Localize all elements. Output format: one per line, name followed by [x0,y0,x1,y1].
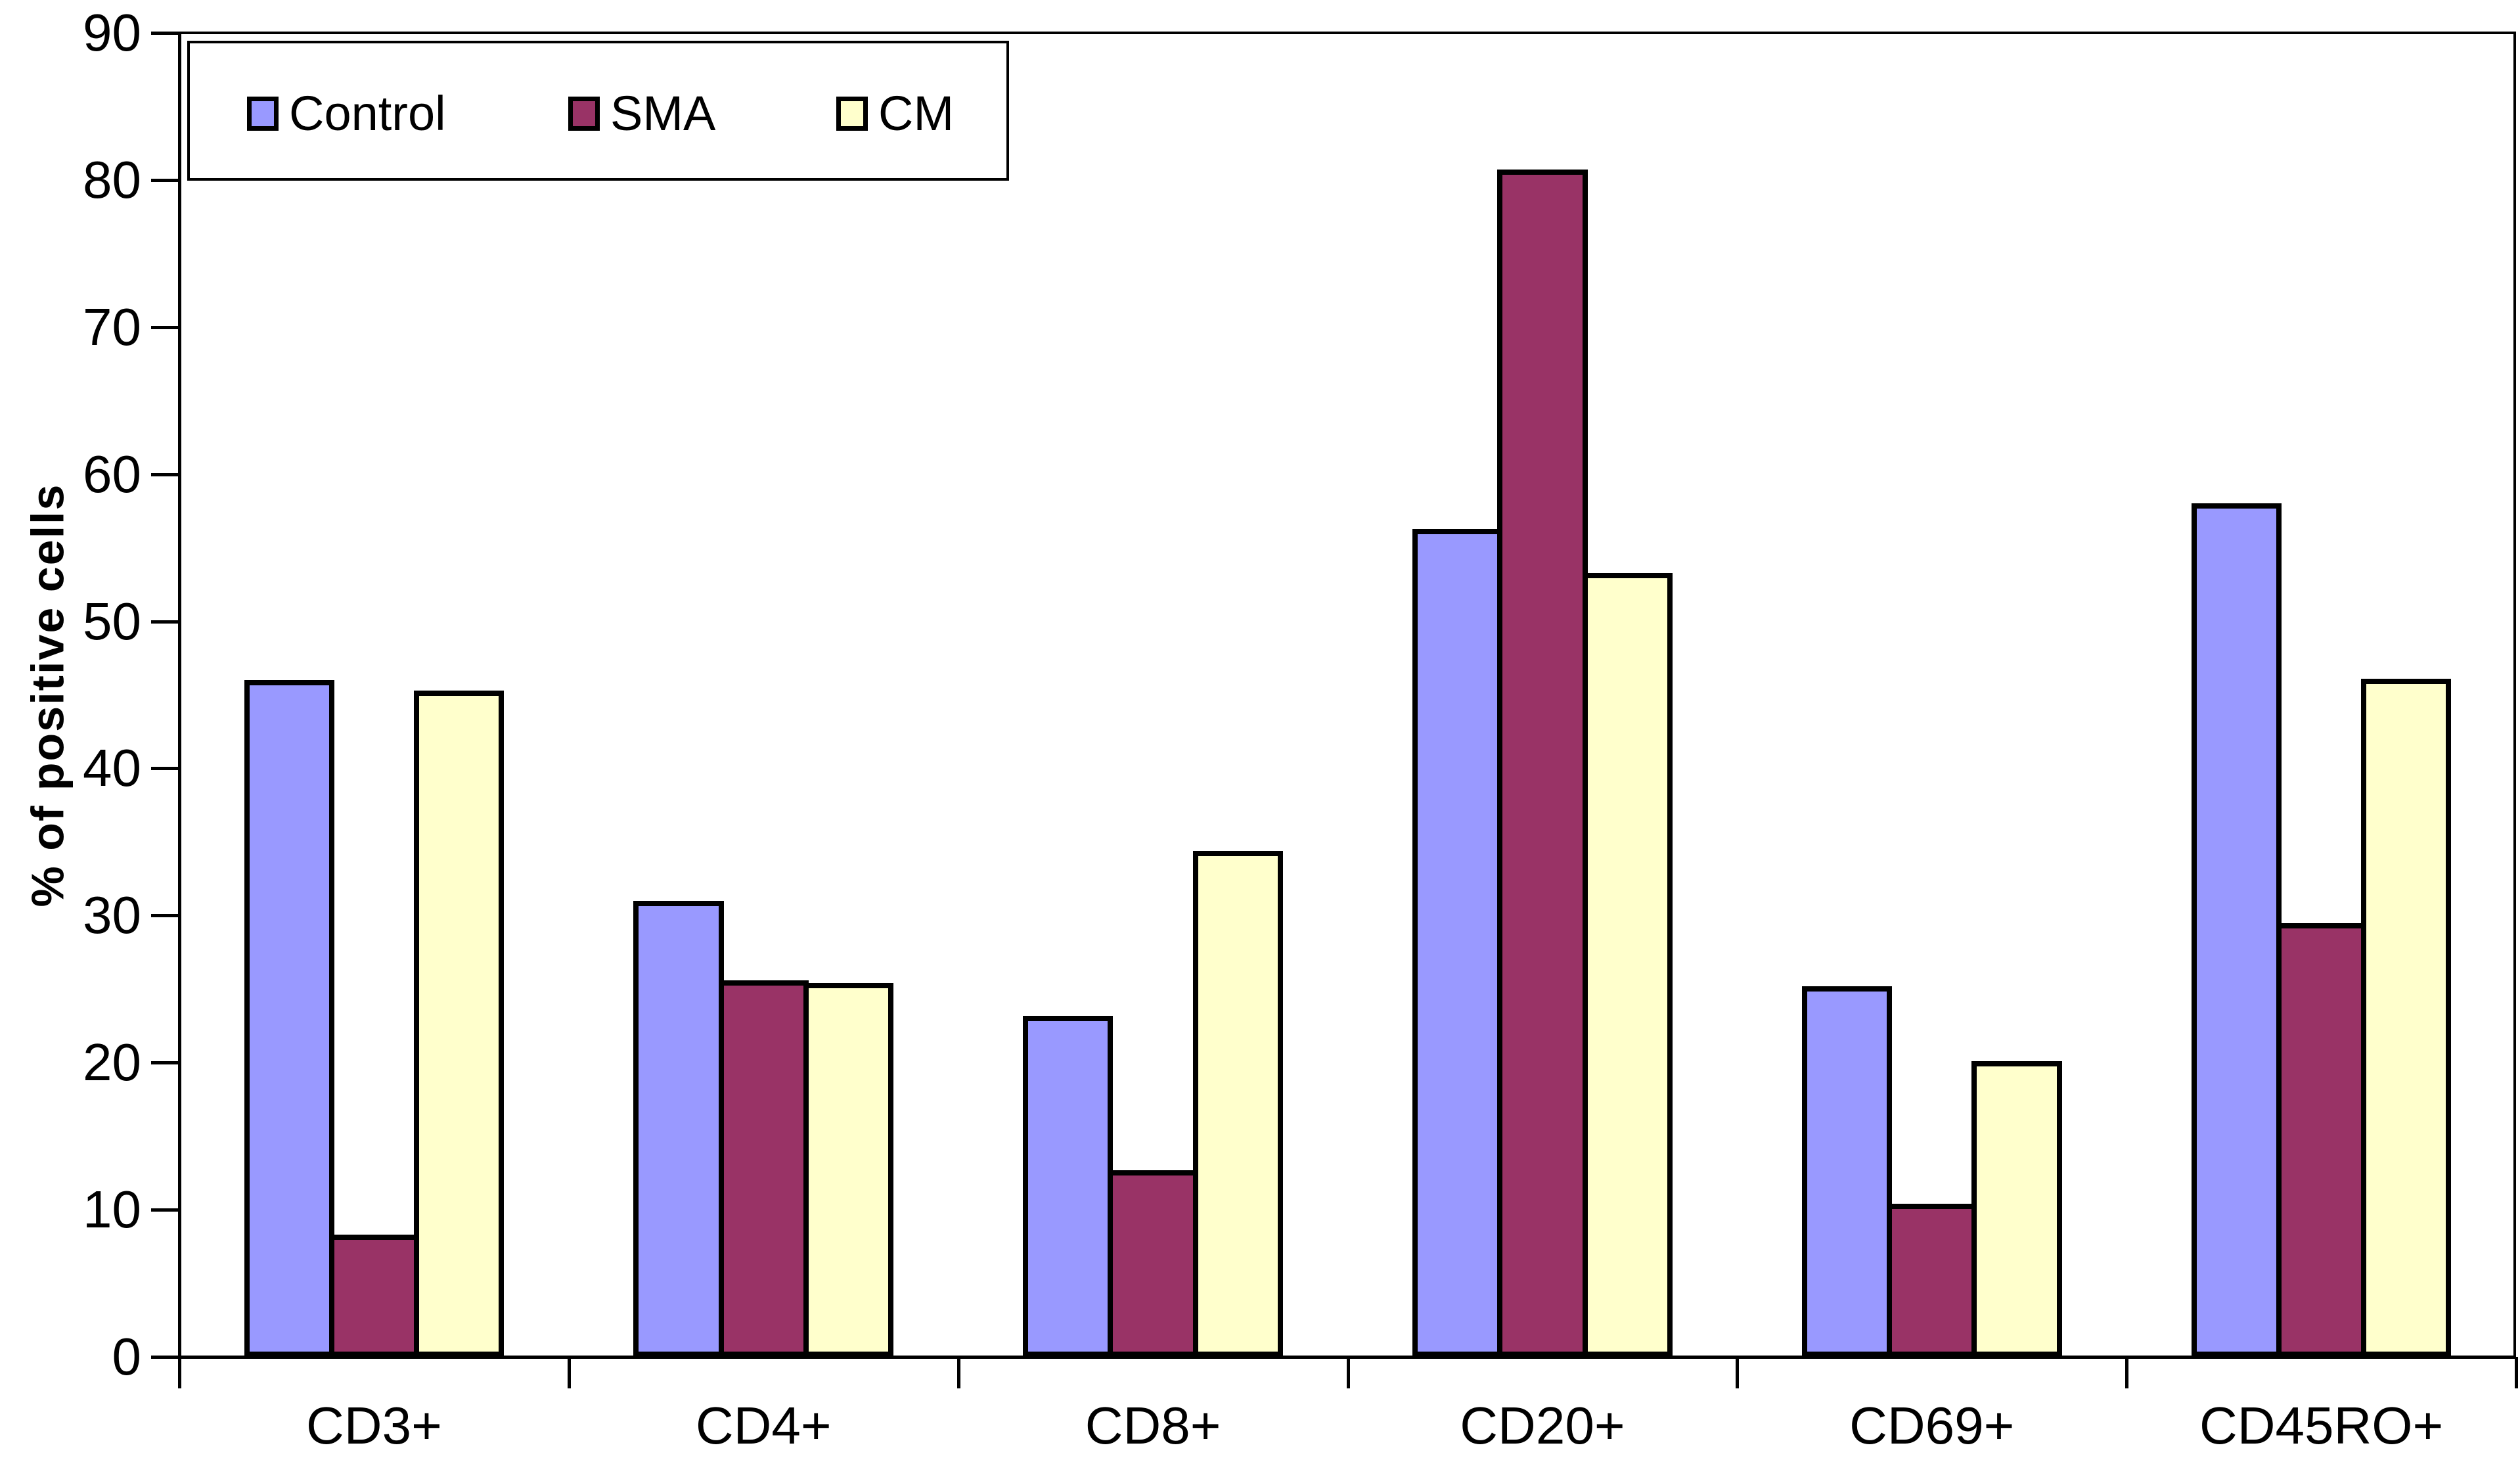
legend-label: CM [878,86,955,141]
plot-border-top [179,32,2516,34]
y-tick-mark [151,620,179,624]
bar-sma-cd69 [1887,1204,1977,1357]
bar-control-cd69 [1801,986,1893,1357]
x-tick-mark [2125,1357,2129,1388]
y-tick-mark [151,1356,179,1359]
legend-label: Control [289,86,446,141]
y-tick-label: 20 [83,1033,141,1092]
category-label: CD3+ [306,1396,442,1455]
y-tick-mark [151,914,179,918]
bar-sma-cd4 [718,980,809,1357]
legend-label: SMA [610,86,716,141]
category-label: CD45RO+ [2199,1396,2444,1455]
y-axis-title: % of positive cells [22,483,74,907]
bar-control-cd4 [633,900,724,1357]
y-tick-mark [151,178,179,182]
legend-item-control: Control [247,89,446,138]
category-label: CD20+ [1460,1396,1625,1455]
x-tick-mark [1346,1357,1350,1388]
bar-sma-cd20 [1497,170,1588,1357]
plot-border-right [2513,33,2516,1357]
y-tick-label: 50 [83,591,141,650]
legend-item-sma: SMA [568,89,715,138]
legend-item-cm: CM [836,89,954,138]
category-label: CD69+ [1849,1396,2015,1455]
bar-cm-cd4 [803,983,894,1357]
bar-sma-cd3 [328,1235,420,1357]
y-tick-label: 10 [83,1180,141,1239]
category-label: CD8+ [1085,1396,1221,1455]
bar-control-cd3 [244,680,334,1357]
y-axis-line [178,33,181,1357]
y-tick-label: 80 [83,150,141,209]
x-tick-mark [956,1357,960,1388]
y-tick-mark [151,767,179,771]
bar-sma-cd8 [1108,1170,1198,1357]
sma-swatch [568,97,600,131]
control-swatch [247,97,279,131]
y-tick-label: 30 [83,886,141,945]
y-tick-label: 70 [83,297,141,356]
x-tick-mark [178,1357,181,1388]
y-tick-label: 40 [83,739,141,798]
category-label: CD4+ [695,1396,832,1455]
y-tick-mark [151,32,179,35]
cm-swatch [836,97,868,131]
y-tick-mark [151,1208,179,1212]
x-tick-mark [2515,1357,2518,1388]
bar-cm-cd69 [1971,1061,2062,1357]
legend: Control SMA CM [187,41,1009,181]
y-tick-mark [151,472,179,476]
y-tick-label: 60 [83,444,141,503]
y-tick-label: 0 [112,1327,142,1386]
bar-control-cd8 [1023,1015,1114,1357]
bar-cm-cd8 [1192,850,1283,1357]
bar-control-cd20 [1412,528,1503,1357]
y-tick-mark [151,325,179,329]
bar-cm-cd20 [1582,572,1673,1357]
y-tick-label: 90 [83,3,141,62]
x-tick-mark [1736,1357,1740,1388]
bar-cm-cd3 [414,690,505,1357]
y-tick-mark [151,1061,179,1065]
bar-sma-cd45ro [2276,923,2367,1357]
bar-cm-cd45ro [2361,678,2452,1357]
x-tick-mark [567,1357,571,1388]
bar-control-cd45ro [2191,503,2282,1357]
